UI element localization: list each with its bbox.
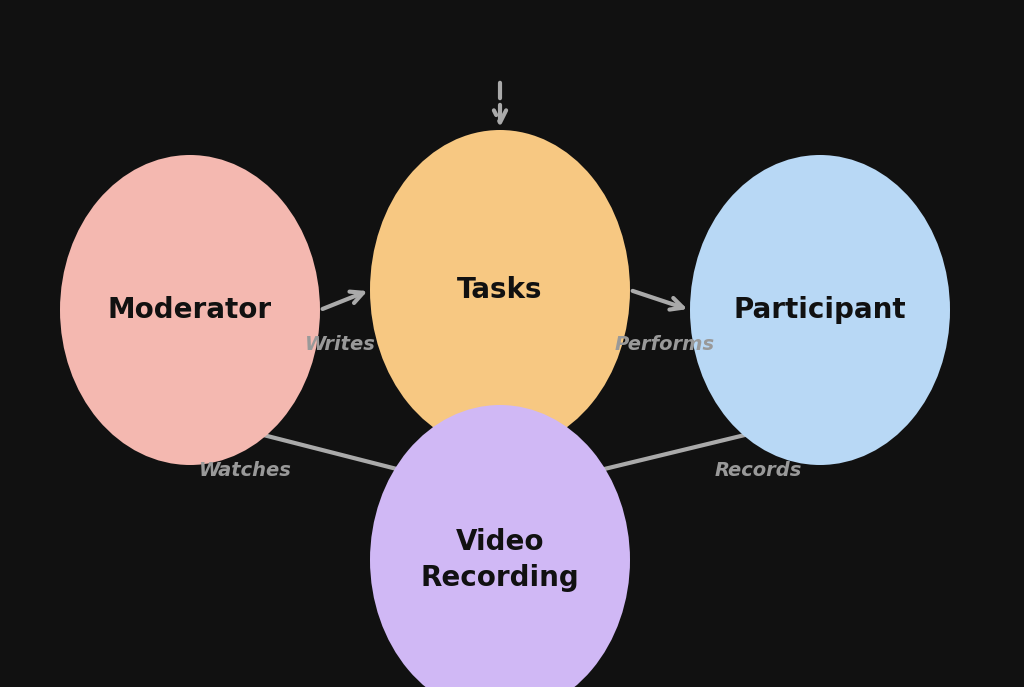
Text: Records: Records — [715, 460, 802, 480]
Text: Video
Recording: Video Recording — [421, 528, 580, 592]
Ellipse shape — [60, 155, 319, 465]
Ellipse shape — [370, 130, 630, 450]
Text: Writes: Writes — [304, 335, 376, 354]
Text: Performs: Performs — [615, 335, 715, 354]
Text: Testing Platform: Testing Platform — [410, 28, 591, 47]
Text: Tasks: Tasks — [458, 276, 543, 304]
Ellipse shape — [370, 405, 630, 687]
Ellipse shape — [690, 155, 950, 465]
Text: Watches: Watches — [199, 460, 292, 480]
Text: Moderator: Moderator — [108, 296, 272, 324]
Text: Participant: Participant — [733, 296, 906, 324]
